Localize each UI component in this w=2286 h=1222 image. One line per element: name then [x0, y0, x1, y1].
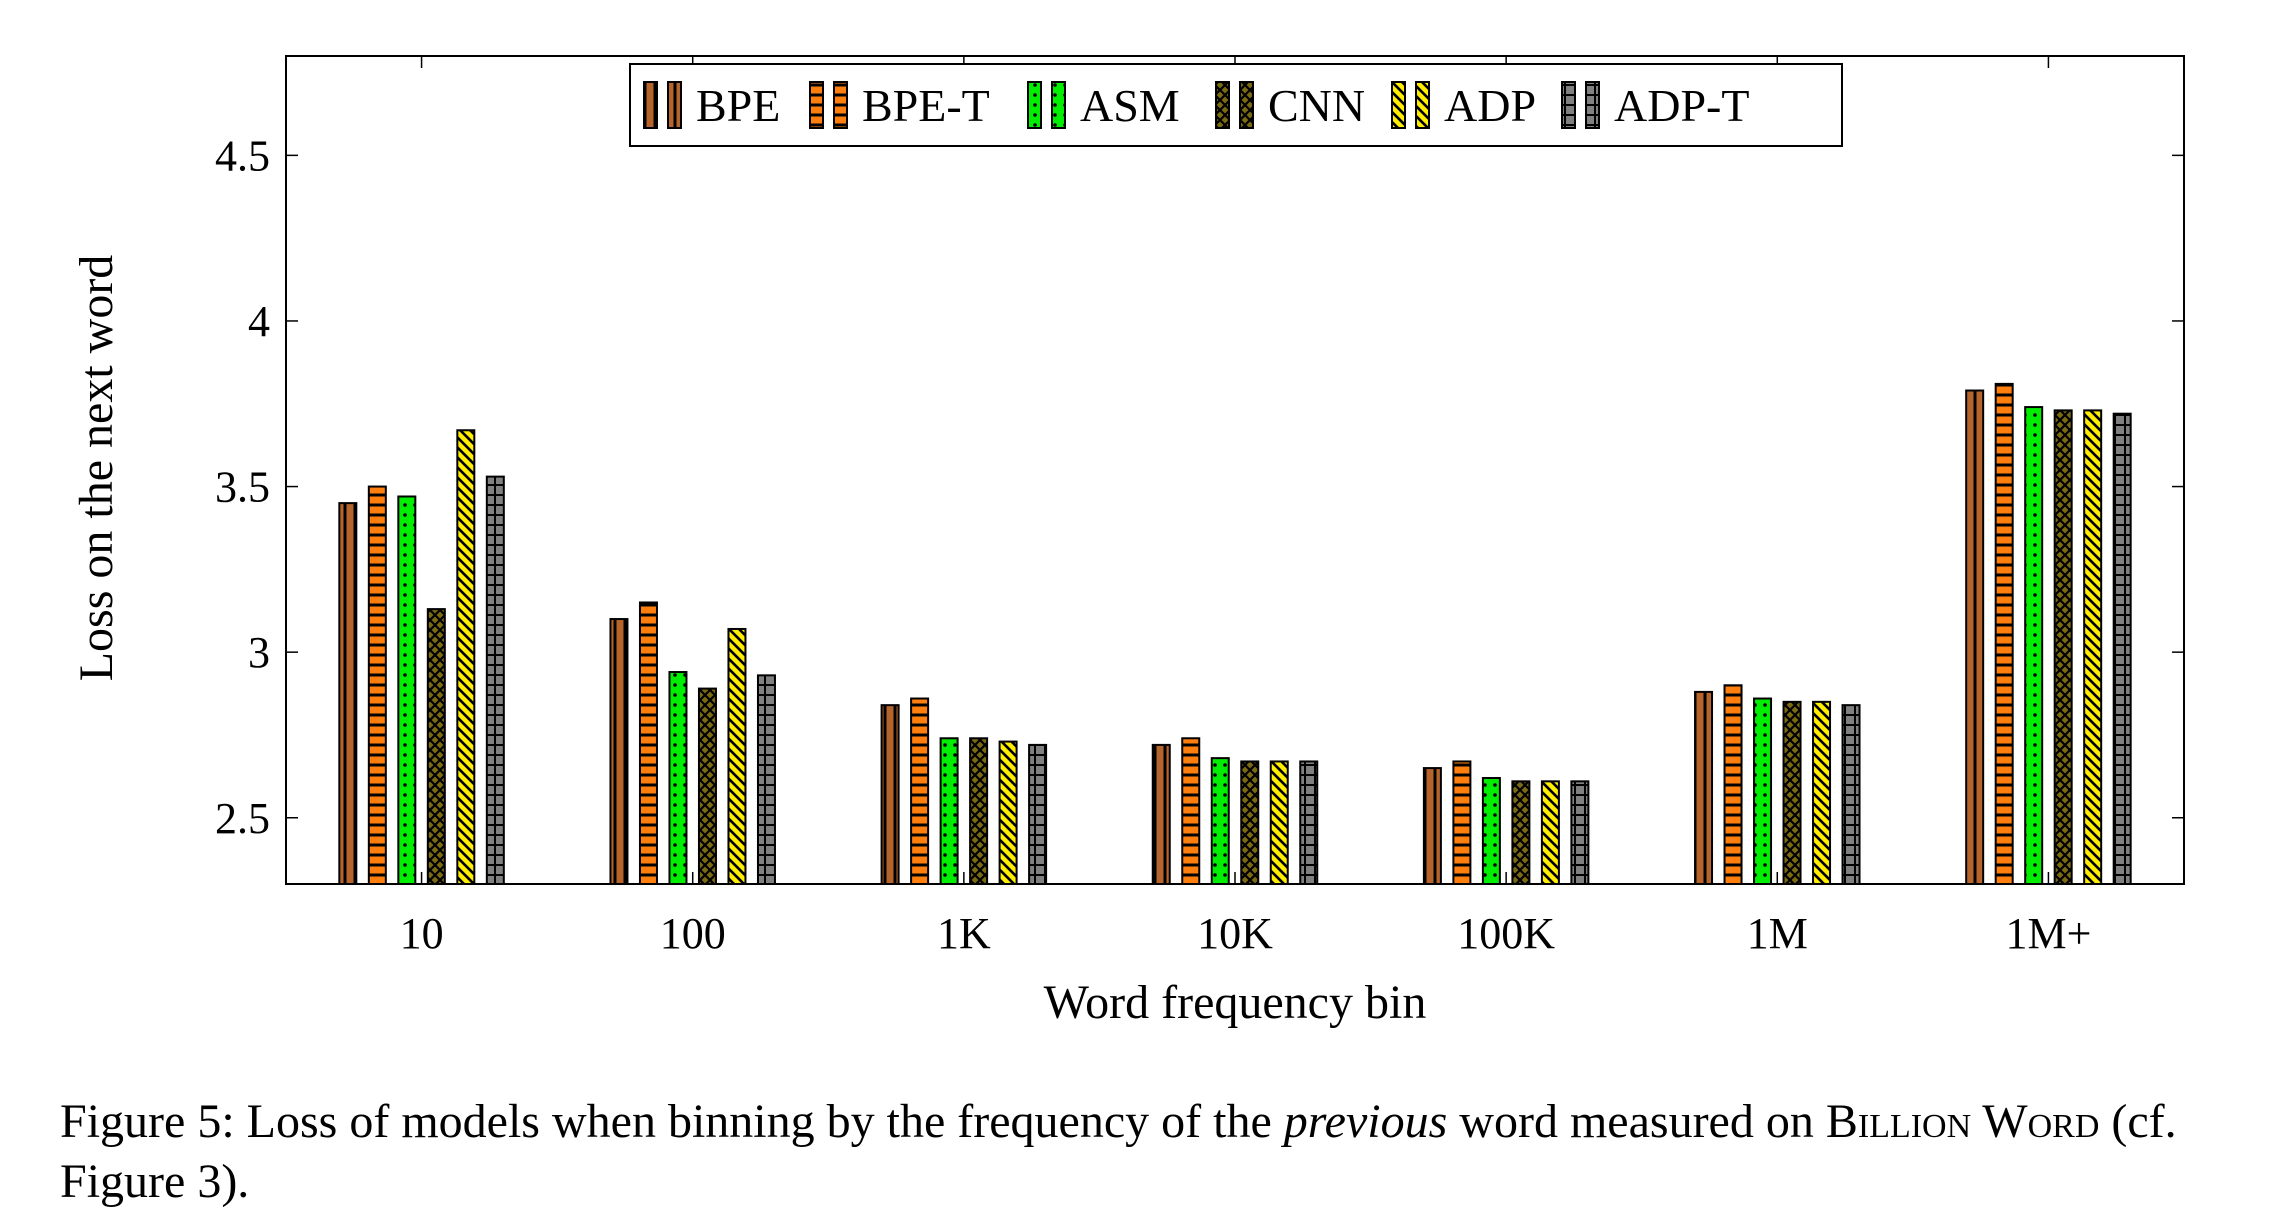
- bar-pattern: [1482, 778, 1500, 884]
- legend-box: [629, 63, 1843, 147]
- legend-swatch-outline: [809, 81, 824, 129]
- legend-label: ADP-T: [1614, 80, 1749, 131]
- legend-label: BPE-T: [862, 80, 990, 131]
- bar-pattern: [1182, 738, 1200, 884]
- bar-pattern: [757, 675, 775, 884]
- bar-pattern: [339, 503, 357, 884]
- caption-middle: word measured on: [1447, 1095, 1826, 1148]
- legend-swatch-outline: [1027, 81, 1042, 129]
- figure-caption: Figure 5: Loss of models when binning by…: [60, 1092, 2240, 1212]
- x-tick-label: 100: [660, 909, 726, 958]
- legend-swatch-outline: [833, 81, 848, 129]
- x-axis-label: Word frequency bin: [1044, 976, 1427, 1029]
- caption-emphasis: previous: [1283, 1095, 1448, 1148]
- bar-pattern: [2054, 410, 2072, 884]
- y-tick-label: 3.5: [215, 463, 270, 512]
- bar-chart: 2.5 3 3.5 4 4.5 10 100 1K 10K 100K 1M 1M+ BPE BPE-T AS…: [70, 55, 2185, 1029]
- bar-pattern: [1211, 758, 1229, 884]
- legend-label: CNN: [1268, 80, 1365, 131]
- plot-area: 2.5 3 3.5 4 4.5 10 100 1K 10K 100K 1M 1M+ BPE BPE-T AS…: [215, 55, 2185, 958]
- y-tick-label: 4: [248, 297, 270, 346]
- bar-pattern: [1783, 701, 1801, 884]
- x-tick-label: 10K: [1197, 909, 1273, 958]
- legend-swatch-outline: [1051, 81, 1066, 129]
- bar-pattern: [1453, 761, 1471, 884]
- legend-swatch-outline: [1239, 81, 1254, 129]
- bar-pattern: [1842, 705, 1860, 884]
- caption-prefix: Figure 5: Loss of models when binning by…: [60, 1095, 1284, 1148]
- legend-swatch-outline: [1215, 81, 1230, 129]
- y-tick-label: 2.5: [215, 794, 270, 843]
- bar-pattern: [1423, 768, 1441, 884]
- bar-pattern: [1724, 685, 1742, 884]
- bar-pattern: [2025, 407, 2043, 884]
- bar-pattern: [1966, 390, 1984, 884]
- bar-pattern: [1571, 781, 1589, 884]
- bar-pattern: [1695, 691, 1713, 884]
- legend-swatch-outline: [643, 81, 658, 129]
- y-tick-label: 3: [248, 628, 270, 677]
- bar-pattern: [2084, 410, 2102, 884]
- legend-swatch-outline: [667, 81, 682, 129]
- legend-swatch-outline: [1415, 81, 1430, 129]
- bar-pattern: [457, 430, 475, 884]
- bar-pattern: [368, 486, 386, 884]
- x-tick-label: 1K: [937, 909, 991, 958]
- bar-pattern: [1270, 761, 1288, 884]
- bar-pattern: [999, 741, 1017, 884]
- bar-pattern: [1541, 781, 1559, 884]
- bar-pattern: [1300, 761, 1318, 884]
- bar-pattern: [1512, 781, 1530, 884]
- bar-pattern: [427, 609, 445, 884]
- bar-pattern: [940, 738, 958, 884]
- bar-pattern: [1813, 701, 1831, 884]
- bar-pattern: [2113, 413, 2131, 884]
- x-tick-label: 1M+: [2005, 909, 2091, 958]
- bar-pattern: [1995, 383, 2013, 884]
- legend-swatch-outline: [1585, 81, 1600, 129]
- bar-pattern: [1152, 744, 1170, 884]
- legend-swatch-outline: [1391, 81, 1406, 129]
- bar-pattern: [669, 672, 687, 884]
- x-tick-label: 10: [400, 909, 444, 958]
- bar-pattern: [1754, 698, 1772, 884]
- caption-suffix: (cf. Figure 3).: [60, 1095, 2177, 1208]
- x-tick-label: 1M: [1747, 909, 1808, 958]
- bar-pattern: [728, 628, 746, 884]
- bar-pattern: [698, 688, 716, 884]
- legend-label: ASM: [1080, 80, 1180, 131]
- y-axis-label: Loss on the next word: [70, 255, 123, 682]
- bar-pattern: [610, 619, 628, 884]
- x-tick-label: 100K: [1457, 909, 1555, 958]
- bar-pattern: [1241, 761, 1259, 884]
- plot-frame: [285, 55, 2185, 885]
- bar-pattern: [911, 698, 929, 884]
- caption-dataset: Billion Word: [1825, 1095, 2100, 1148]
- bar-pattern: [486, 476, 504, 884]
- y-tick-label: 4.5: [215, 131, 270, 180]
- bar-pattern: [1029, 744, 1047, 884]
- legend-swatch-outline: [1561, 81, 1576, 129]
- bar-pattern: [881, 705, 899, 884]
- bar-pattern: [639, 602, 657, 884]
- legend-label: ADP: [1444, 80, 1536, 131]
- bar-pattern: [970, 738, 988, 884]
- bar-pattern: [398, 496, 416, 884]
- legend-label: BPE: [696, 80, 780, 131]
